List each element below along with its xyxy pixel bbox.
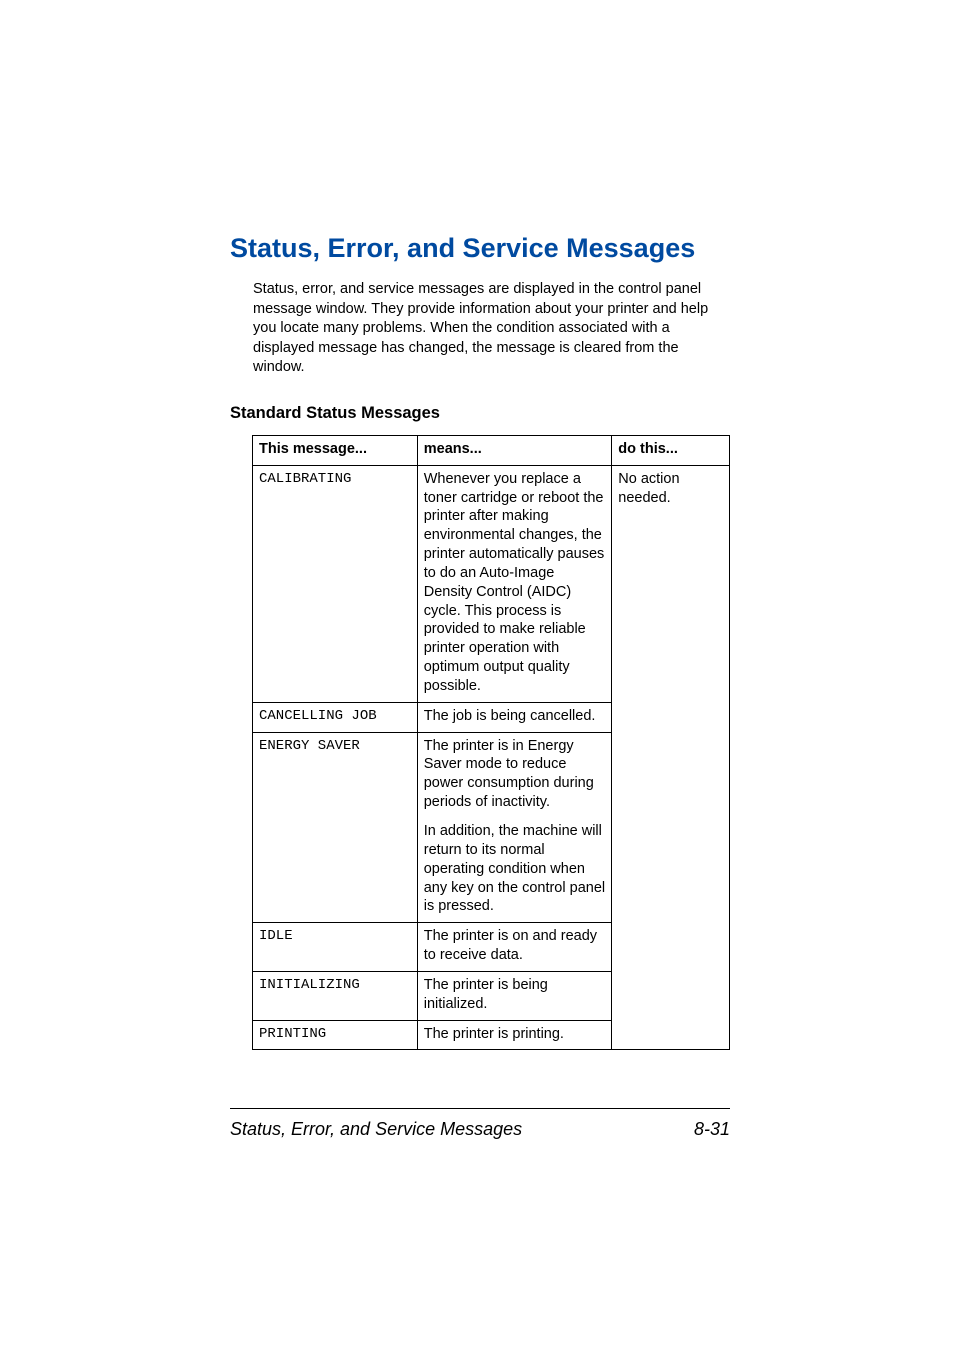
means-cell: The printer is being initialized. — [417, 971, 612, 1020]
table-header-row: This message... means... do this... — [253, 435, 730, 465]
means-cell: The printer is printing. — [417, 1020, 612, 1050]
header-do-this: do this... — [612, 435, 730, 465]
header-means: means... — [417, 435, 612, 465]
header-this-message: This message... — [253, 435, 418, 465]
sub-heading: Standard Status Messages — [230, 404, 730, 423]
intro-paragraph: Status, error, and service messages are … — [253, 280, 730, 378]
footer-rule — [230, 1108, 730, 1109]
page-content: Status, Error, and Service Messages Stat… — [230, 233, 730, 1050]
means-para2: In addition, the machine will return to … — [424, 822, 606, 916]
main-title: Status, Error, and Service Messages — [230, 233, 730, 264]
means-cell: The printer is in Energy Saver mode to r… — [417, 732, 612, 923]
action-cell: No action needed. — [612, 465, 730, 1050]
footer-row: Status, Error, and Service Messages 8-31 — [230, 1119, 730, 1140]
message-cell: ENERGY SAVER — [253, 732, 418, 923]
message-cell: CALIBRATING — [253, 465, 418, 702]
message-cell: CANCELLING JOB — [253, 702, 418, 732]
means-cell: The printer is on and ready to receive d… — [417, 923, 612, 972]
means-cell: The job is being cancelled. — [417, 702, 612, 732]
message-cell: PRINTING — [253, 1020, 418, 1050]
page-footer: Status, Error, and Service Messages 8-31 — [230, 1108, 730, 1140]
means-para1: The printer is in Energy Saver mode to r… — [424, 737, 606, 812]
message-cell: INITIALIZING — [253, 971, 418, 1020]
means-cell: Whenever you replace a toner cartridge o… — [417, 465, 612, 702]
message-cell: IDLE — [253, 923, 418, 972]
table-row: CALIBRATING Whenever you replace a toner… — [253, 465, 730, 702]
footer-page-number: 8-31 — [694, 1119, 730, 1140]
footer-title: Status, Error, and Service Messages — [230, 1119, 522, 1140]
status-messages-table: This message... means... do this... CALI… — [252, 435, 730, 1051]
